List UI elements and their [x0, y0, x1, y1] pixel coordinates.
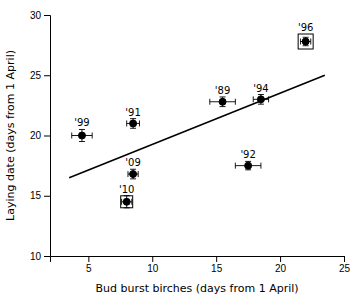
point-label: '91 [125, 107, 140, 118]
point [123, 198, 130, 205]
point [130, 120, 137, 127]
y-tick-label: 30 [30, 10, 42, 21]
x-tick-mark [88, 256, 89, 262]
x-tick-mark [344, 256, 345, 262]
y-tick: 10 [30, 251, 50, 262]
point [302, 38, 309, 45]
point-labels: '96 '89 '94 '99 '91 '09 '10 '92 [74, 22, 313, 195]
point-label: '92 [240, 149, 255, 160]
regression-line [69, 75, 325, 177]
x-error-bar [253, 96, 268, 102]
point-label: '09 [125, 157, 140, 168]
point-label: '99 [74, 117, 89, 128]
square-marker [298, 34, 313, 49]
y-axis-line [44, 16, 51, 257]
x-tick-label: 25 [339, 263, 351, 274]
x-tick: 5 [86, 256, 92, 274]
x-error-bar [301, 39, 311, 45]
point-label: '89 [215, 85, 230, 96]
point-group [121, 196, 133, 208]
point [78, 132, 85, 139]
x-axis-line [51, 257, 345, 263]
x-error-bar [210, 99, 236, 105]
point-label: '10 [119, 184, 134, 195]
point-group [128, 169, 138, 179]
x-error-bar [128, 171, 138, 177]
y-tick: 30 [30, 10, 50, 21]
y-error-bar [79, 129, 85, 141]
x-axis: 5 10 15 20 25 [51, 256, 351, 274]
y-tick-label: 10 [30, 251, 42, 262]
y-tick-mark [44, 75, 50, 76]
point-label: '94 [253, 83, 268, 94]
y-error-bar [130, 119, 136, 129]
y-axis-title: Laying date (days from 1 April) [4, 50, 17, 221]
point-label: '96 [298, 22, 313, 33]
x-tick: 20 [275, 256, 287, 274]
x-tick: 15 [211, 256, 223, 274]
y-error-bar [245, 161, 251, 169]
point-group [235, 161, 261, 169]
point-group [253, 95, 268, 105]
y-error-bar [303, 37, 309, 45]
x-error-bar [122, 199, 132, 205]
y-tick: 25 [30, 70, 50, 81]
y-tick-label: 15 [30, 190, 42, 201]
x-tick-mark [152, 256, 153, 262]
x-tick-mark [216, 256, 217, 262]
x-error-bar [72, 133, 92, 139]
y-error-bar [258, 95, 264, 105]
x-tick-label: 20 [275, 263, 287, 274]
point [219, 98, 226, 105]
plot-marks [69, 34, 325, 208]
x-tick-label: 5 [86, 263, 92, 274]
y-error-bar [130, 169, 136, 179]
y-tick-label: 20 [30, 130, 42, 141]
point [257, 96, 264, 103]
y-error-bar [124, 196, 130, 208]
point-group [298, 34, 313, 49]
x-tick-label: 10 [147, 263, 159, 274]
x-error-bar [127, 120, 140, 126]
y-tick-mark [44, 196, 50, 197]
chart-container: 5 10 15 20 25 10 15 20 25 30 Bud burst birches (da… [0, 0, 360, 300]
point-group [127, 119, 140, 129]
y-axis: 10 15 20 25 30 [30, 10, 51, 262]
x-tick-mark [280, 256, 281, 262]
y-tick-mark [44, 15, 50, 16]
point [130, 171, 137, 178]
point [245, 162, 252, 169]
y-error-bar [220, 97, 226, 107]
x-axis-title: Bud burst birches (days from 1 April) [95, 282, 298, 295]
x-error-bar [235, 163, 261, 169]
y-tick: 15 [30, 190, 50, 201]
point-group [72, 129, 92, 141]
y-tick: 20 [30, 130, 50, 141]
y-tick-mark [44, 256, 50, 257]
x-tick: 25 [339, 256, 351, 274]
point-group [210, 97, 236, 107]
y-tick-mark [44, 136, 50, 137]
chart-svg: 5 10 15 20 25 10 15 20 25 30 Bud burst birches (da… [0, 0, 360, 300]
square-marker [121, 196, 133, 208]
x-tick-label: 15 [211, 263, 223, 274]
y-tick-label: 25 [30, 70, 42, 81]
x-tick: 10 [147, 256, 159, 274]
